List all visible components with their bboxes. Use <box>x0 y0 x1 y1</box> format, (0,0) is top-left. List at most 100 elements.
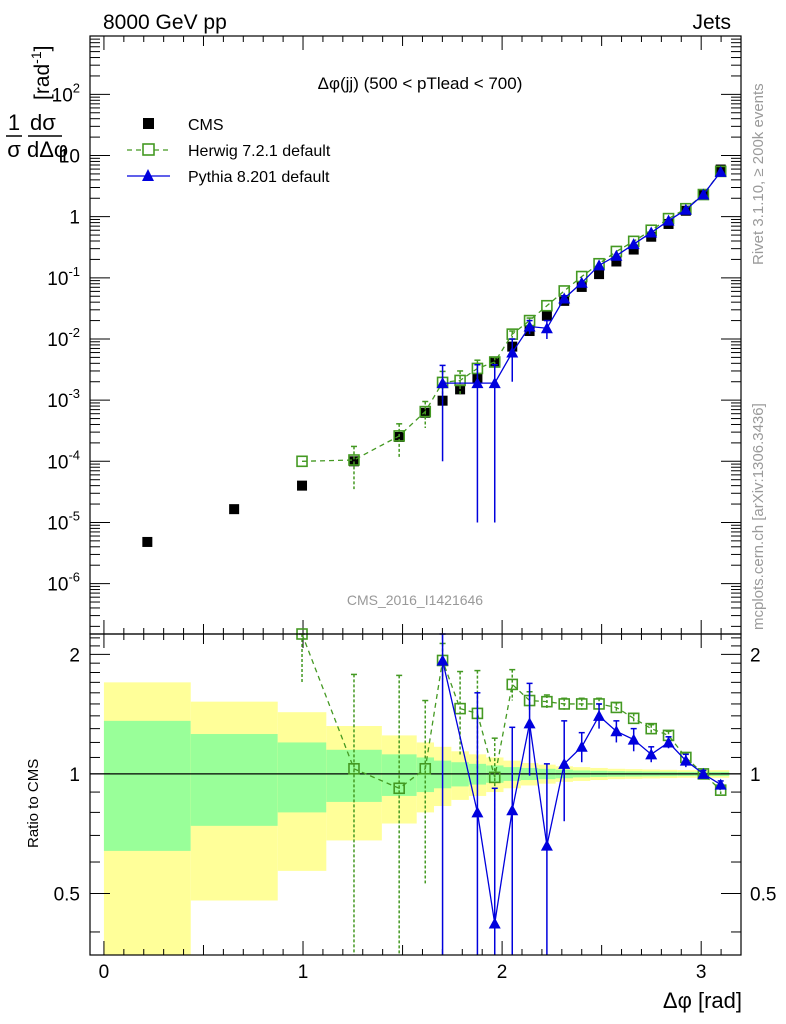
herwig-point <box>454 374 466 387</box>
y-tick-label: 10-5 <box>47 508 80 534</box>
y-tick-label: 10-6 <box>47 570 80 596</box>
header-jets-label: Jets <box>692 11 731 34</box>
herwig-point <box>296 455 308 468</box>
legend: CMS Herwig 7.2.1 default Pythia 8.201 defa… <box>127 117 331 186</box>
plot-title: Δφ(jj) (500 < pTlead < 700) <box>318 74 523 93</box>
pythia-point <box>488 917 501 929</box>
x-tick-label: 0 <box>99 962 110 983</box>
pythia-point <box>697 767 710 779</box>
herwig-point <box>419 762 432 775</box>
pythia-point <box>506 804 519 816</box>
header-energy-label: 8000 GeV pp <box>103 11 227 34</box>
pythia-point <box>679 754 692 766</box>
herwig-point <box>419 405 432 418</box>
cms-point <box>297 480 308 491</box>
y-tick-label: 10-3 <box>47 386 80 412</box>
pythia-point <box>627 733 640 745</box>
herwig-point <box>348 454 360 466</box>
herwig-point <box>506 678 519 691</box>
cms-point <box>455 384 466 395</box>
pythia-point <box>610 725 623 737</box>
axes: 0 1 2 3 10-6 10-5 10-4 10-3 10-2 10-1 1 10 102 0.5 0.5… <box>47 35 776 983</box>
pythia-point <box>714 778 727 790</box>
pythia-point <box>488 377 501 389</box>
pythia-point <box>523 717 536 729</box>
pythia-point <box>575 740 588 752</box>
y-tick-label: 10-4 <box>47 447 80 473</box>
cms-point <box>489 356 500 367</box>
herwig-point <box>454 702 466 715</box>
frames <box>89 35 742 956</box>
y-tick-label: 10 <box>59 147 80 168</box>
pythia-point <box>627 238 640 250</box>
pythia-point <box>593 259 606 271</box>
x-axis-label: Δφ [rad] <box>663 988 742 1013</box>
cms-point <box>594 269 605 280</box>
herwig-point <box>393 782 405 795</box>
pythia-point <box>436 377 449 389</box>
legend-marker-herwig <box>142 143 155 156</box>
y-tick-label: 102 <box>52 80 80 106</box>
pythia-point <box>697 188 710 200</box>
ylabel-dnum: dσ <box>30 110 56 135</box>
series-triangle <box>436 165 727 955</box>
analysis-watermark: CMS_2016_I1421646 <box>347 592 483 608</box>
uncertainty-bands <box>90 682 741 955</box>
pythia-point <box>645 748 658 760</box>
pythia-point <box>506 346 519 358</box>
pythia-point <box>540 322 553 334</box>
legend-label: Pythia 8.201 default <box>188 169 330 186</box>
ratio-tick-label-right: 0.5 <box>750 884 776 905</box>
series-line <box>442 171 722 384</box>
y-tick-label: 10-1 <box>47 264 80 290</box>
ratio-panel-frame <box>89 633 742 956</box>
ylabel-unit: [rad-1] <box>28 46 54 100</box>
ratio-tick-label-left: 0.5 <box>54 884 80 905</box>
ratio-y-axis-label: Ratio to CMS <box>25 759 42 848</box>
herwig-point <box>393 430 405 442</box>
cms-point <box>541 310 552 321</box>
pythia-point <box>558 757 571 769</box>
cms-point <box>348 456 359 467</box>
herwig-point <box>575 698 588 710</box>
pythia-point <box>593 709 606 721</box>
ratio-line <box>441 660 722 924</box>
y-tick-label: 1 <box>69 208 80 229</box>
pythia-point <box>471 377 484 389</box>
legend-marker-pythia <box>142 169 154 181</box>
pythia-point <box>610 249 623 261</box>
ratio-tick-label-right: 2 <box>750 645 761 666</box>
x-tick-label: 3 <box>696 962 707 983</box>
pythia-point <box>471 806 484 818</box>
cms-point <box>229 504 240 515</box>
inner-band-bin <box>277 742 327 813</box>
legend-marker-cms <box>143 118 154 129</box>
series-layer <box>142 164 727 955</box>
inner-band-bin <box>190 734 278 826</box>
pythia-point <box>679 203 692 215</box>
series-square <box>142 164 726 547</box>
cms-point <box>628 244 639 255</box>
ratio-tick-label-left: 2 <box>69 645 80 666</box>
pythia-point <box>662 736 675 748</box>
inner-band-bin <box>103 720 191 851</box>
x-tick-label: 1 <box>298 962 309 983</box>
ylabel-dden: dΔφ <box>27 137 68 162</box>
cms-point <box>611 256 622 267</box>
herwig-point <box>627 712 640 725</box>
pythia-point <box>645 226 658 238</box>
mcplots-label: mcplots.cern.ch [arXiv:1306.3436] <box>750 403 767 630</box>
x-tick-label: 2 <box>497 962 508 983</box>
ratio-tick-label-right: 1 <box>750 765 761 786</box>
cms-point <box>142 536 153 547</box>
pythia-point <box>714 165 727 177</box>
main-y-axis-label: 1 σ dσ dΔφ [rad-1] <box>6 46 68 162</box>
herwig-point <box>348 762 360 775</box>
pythia-point <box>523 320 536 332</box>
herwig-point <box>610 701 623 714</box>
herwig-point <box>558 698 571 710</box>
pythia-point <box>575 276 588 288</box>
pythia-point <box>662 214 675 226</box>
cms-point <box>394 431 405 442</box>
